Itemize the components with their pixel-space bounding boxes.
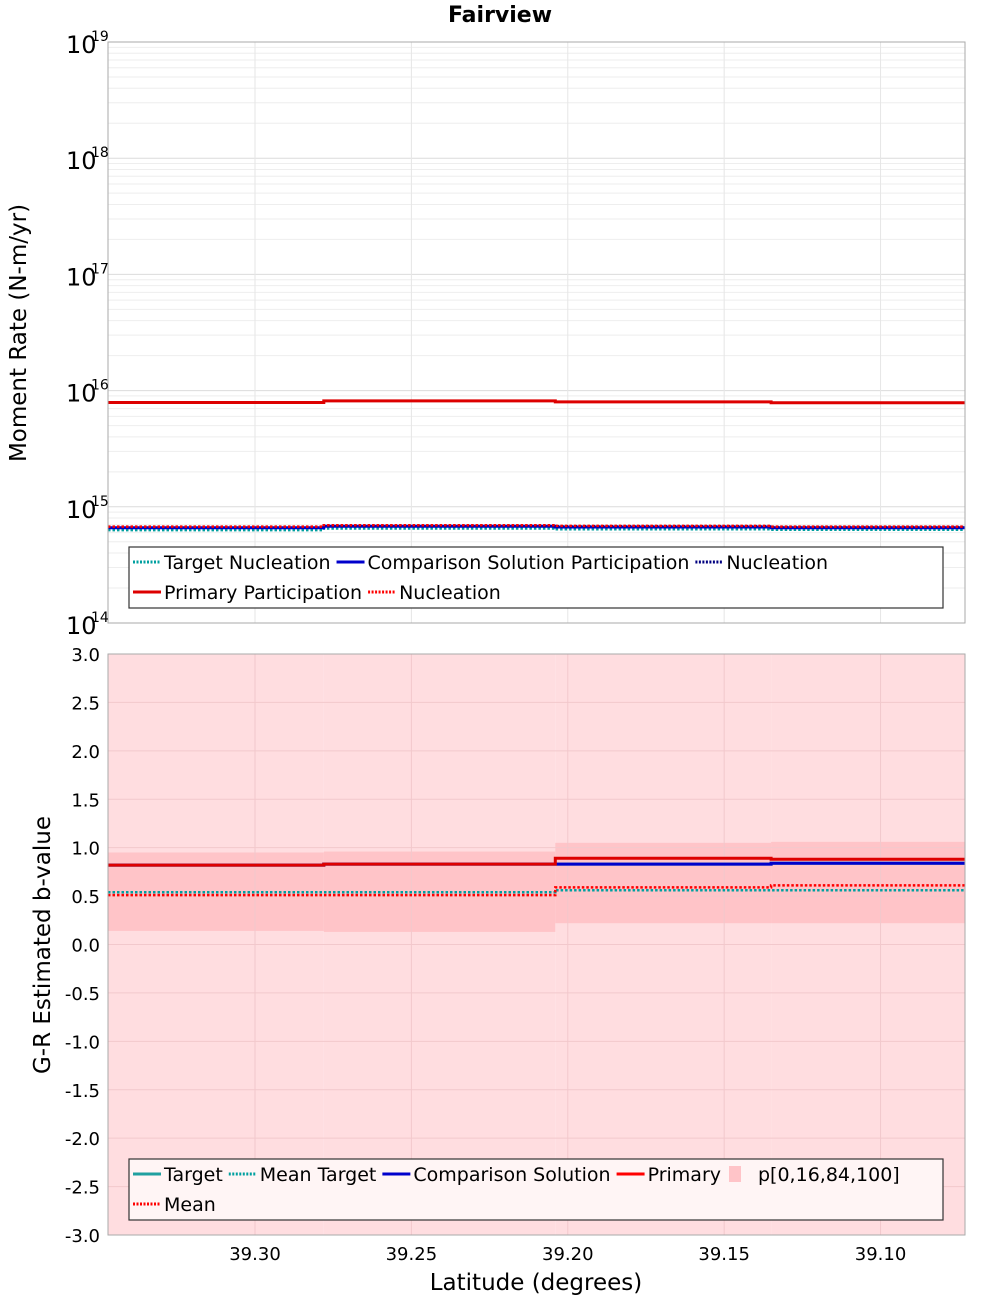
bottom-plot-frame <box>107 653 966 1236</box>
top-series-comparison-solution-participation <box>108 524 965 530</box>
top-legend-item-comparison-solution-participation: Comparison Solution Participation <box>336 552 690 574</box>
bottom-legend-box <box>128 1158 944 1221</box>
bottom-legend-swatch <box>729 1166 741 1182</box>
bottom-y-tick-label: 3.0 <box>71 645 100 666</box>
bottom-legend-label: Mean Target <box>260 1164 377 1186</box>
top-grid <box>108 42 965 624</box>
x-axis-label: Latitude (degrees) <box>430 1270 643 1296</box>
top-legend-label: Comparison Solution Participation <box>368 552 690 574</box>
bottom-y-tick-label: 0.5 <box>71 887 100 908</box>
bottom-line-mean <box>108 884 965 897</box>
top-y-tick-base: 10 <box>66 612 97 640</box>
bottom-legend-item-p-0-16-84-100: p[0,16,84,100] <box>729 1164 900 1186</box>
bottom-y-tick-label: -2.0 <box>65 1129 100 1150</box>
bottom-legend-item-comparison-solution: Comparison Solution <box>382 1164 611 1186</box>
bottom-legend-label: p[0,16,84,100] <box>758 1164 900 1186</box>
top-y-tick-exponent: 18 <box>91 145 109 161</box>
top-y-axis-label: Moment Rate (N-m/yr) <box>6 204 32 462</box>
top-legend: Target Nucleation Comparison Solution Par… <box>128 546 944 609</box>
bottom-grid <box>108 653 965 1236</box>
x-tick-label: 39.10 <box>855 1244 907 1265</box>
bottom-legend-label: Primary <box>648 1164 721 1186</box>
bottom-y-tick-label: 2.5 <box>71 693 100 714</box>
bottom-series-primary <box>108 856 965 867</box>
bottom-line-primary <box>108 856 965 867</box>
top-legend-label: Primary Participation <box>164 582 362 604</box>
x-tick-label: 39.30 <box>229 1244 281 1265</box>
bottom-y-tick-label: -0.5 <box>65 984 100 1005</box>
top-plot-area <box>108 42 965 623</box>
top-y-tick-base: 10 <box>66 496 97 524</box>
top-series-primary-participation <box>108 399 965 405</box>
bottom-y-tick-label: 1.0 <box>71 839 100 860</box>
bottom-y-tick-label: -2.5 <box>65 1178 100 1199</box>
top-legend-item-primary-participation: Primary Participation <box>133 582 362 604</box>
top-line-target-nucleation <box>108 527 965 532</box>
bottom-series-group <box>108 856 965 897</box>
bottom-legend-item-primary: Primary <box>616 1164 721 1186</box>
bottom-y-tick-label: 0.0 <box>71 936 100 957</box>
bottom-legend-item-mean: Mean <box>133 1194 216 1216</box>
bottom-y-tick-label: 1.5 <box>71 790 100 811</box>
bottom-legend-label: Mean <box>164 1194 216 1216</box>
bottom-legend-item-target: Target <box>133 1164 223 1186</box>
band-p16-84-segment <box>555 842 772 924</box>
bottom-y-tick-label: -1.5 <box>65 1081 100 1102</box>
top-line-comparison-solution-participation <box>108 524 965 530</box>
top-y-tick-exponent: 17 <box>91 261 109 277</box>
top-series-target-nucleation <box>108 527 965 532</box>
top-legend-box <box>128 546 944 609</box>
top-y-tick-base: 10 <box>66 263 97 291</box>
band-p16-84-segment <box>771 841 965 924</box>
top-series-nucleation <box>108 523 965 528</box>
top-line-primary-participation <box>108 399 965 405</box>
bottom-legend-label: Comparison Solution <box>413 1164 610 1186</box>
top-line-nucleation <box>108 524 965 529</box>
chart-title: Fairview <box>448 3 552 28</box>
bottom-legend-item-mean-target: Mean Target <box>228 1164 377 1186</box>
top-y-tick-base: 10 <box>66 31 97 59</box>
bottom-y-tick-label: 2.0 <box>71 742 100 763</box>
top-legend-label: Nucleation <box>399 582 501 604</box>
bottom-panel: 3.0 2.5 2.0 1.5 1.0 0.5 0.0 -0.5 -1.0 -1.5 -2.0 -2.… <box>30 645 966 1296</box>
top-legend-label: Target Nucleation <box>163 552 331 574</box>
x-tick-label: 39.15 <box>698 1244 750 1265</box>
bottom-y-tick-label: -1.0 <box>65 1032 100 1053</box>
top-series-nucleation <box>108 524 965 529</box>
top-y-tick-exponent: 14 <box>91 610 109 626</box>
bottom-x-ticks: 39.30 39.25 39.20 39.15 39.10 <box>229 1244 906 1265</box>
top-y-tick-base: 10 <box>66 380 97 408</box>
top-plot-frame <box>107 41 966 624</box>
bottom-legend-label: Target <box>163 1164 223 1186</box>
top-legend-item-nucleation: Nucleation <box>695 552 828 574</box>
x-tick-label: 39.20 <box>542 1244 594 1265</box>
bottom-y-ticks: 3.0 2.5 2.0 1.5 1.0 0.5 0.0 -0.5 -1.0 -1.5 -2.0 -2.… <box>65 645 100 1247</box>
top-legend-item-target-nucleation: Target Nucleation <box>133 552 331 574</box>
top-series-group <box>108 399 965 532</box>
x-tick-label: 39.25 <box>386 1244 438 1265</box>
top-line-nucleation <box>108 523 965 528</box>
top-y-tick-exponent: 16 <box>91 378 109 394</box>
top-y-tick-exponent: 19 <box>91 29 109 45</box>
bottom-y-axis-label: G-R Estimated b-value <box>30 816 56 1074</box>
top-legend-item-nucleation: Nucleation <box>368 582 501 604</box>
top-y-tick-exponent: 15 <box>91 494 109 510</box>
bottom-legend: Target Mean Target Comparison Solution Prim… <box>128 1158 944 1221</box>
bottom-series-mean <box>108 884 965 897</box>
top-y-tick-base: 10 <box>66 147 97 175</box>
top-legend-label: Nucleation <box>726 552 828 574</box>
bottom-y-tick-label: -3.0 <box>65 1226 100 1247</box>
